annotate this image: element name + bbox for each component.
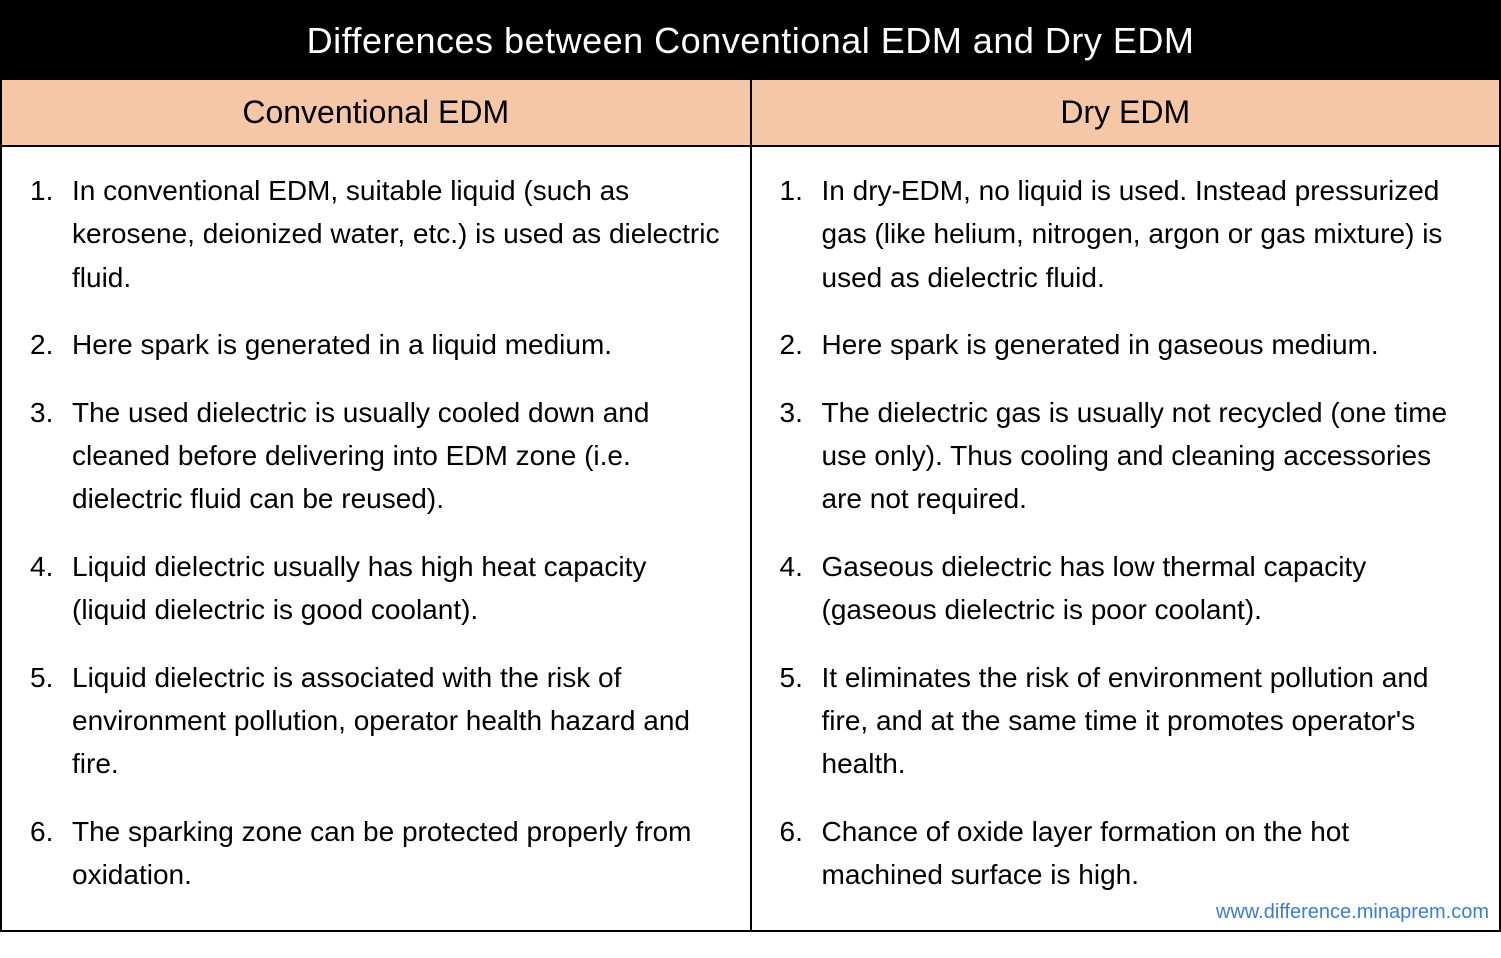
list-item: The sparking zone can be protected prope… bbox=[30, 810, 722, 897]
table-title: Differences between Conventional EDM and… bbox=[2, 2, 1499, 80]
list-item: Liquid dielectric usually has high heat … bbox=[30, 545, 722, 632]
list-item: Here spark is generated in gaseous mediu… bbox=[780, 323, 1472, 366]
list-item: In dry-EDM, no liquid is used. Instead p… bbox=[780, 169, 1472, 299]
content-cell-left: In conventional EDM, suitable liquid (su… bbox=[2, 147, 752, 930]
content-row: In conventional EDM, suitable liquid (su… bbox=[2, 147, 1499, 930]
list-item: Chance of oxide layer formation on the h… bbox=[780, 810, 1472, 897]
column-header-left: Conventional EDM bbox=[2, 80, 752, 145]
list-item: The dielectric gas is usually not recycl… bbox=[780, 391, 1472, 521]
list-item: Liquid dielectric is associated with the… bbox=[30, 656, 722, 786]
list-item: Gaseous dielectric has low thermal capac… bbox=[780, 545, 1472, 632]
list-item: Here spark is generated in a liquid medi… bbox=[30, 323, 722, 366]
column-headers-row: Conventional EDM Dry EDM bbox=[2, 80, 1499, 147]
comparison-table: Differences between Conventional EDM and… bbox=[0, 0, 1501, 932]
list-item: It eliminates the risk of environment po… bbox=[780, 656, 1472, 786]
list-item: In conventional EDM, suitable liquid (su… bbox=[30, 169, 722, 299]
column-header-right: Dry EDM bbox=[752, 80, 1500, 145]
list-item: The used dielectric is usually cooled do… bbox=[30, 391, 722, 521]
source-link[interactable]: www.difference.minaprem.com bbox=[1216, 901, 1489, 924]
points-list-right: In dry-EDM, no liquid is used. Instead p… bbox=[780, 169, 1472, 896]
content-cell-right: In dry-EDM, no liquid is used. Instead p… bbox=[752, 147, 1500, 930]
points-list-left: In conventional EDM, suitable liquid (su… bbox=[30, 169, 722, 896]
